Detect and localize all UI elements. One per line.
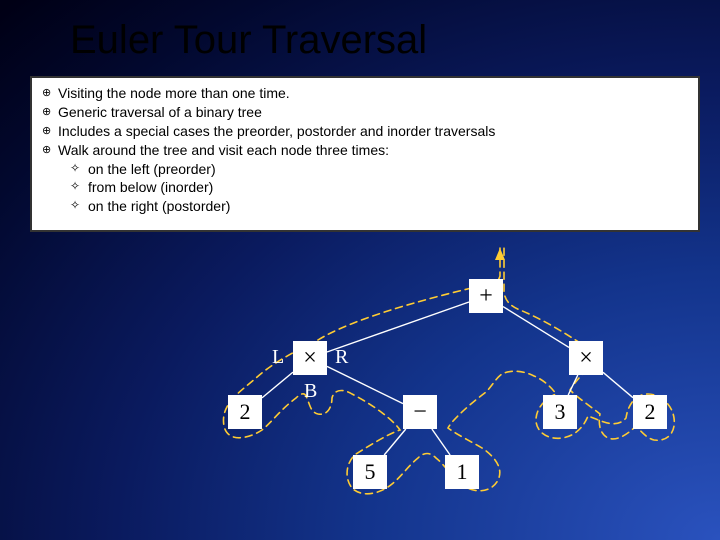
tree-edge — [568, 375, 578, 395]
visit-label-b: B — [304, 380, 317, 403]
slide: Euler Tour Traversal ⊕ Visiting the node… — [0, 0, 720, 540]
tree-edge — [327, 366, 403, 403]
visit-label-r: R — [335, 346, 348, 369]
tree-node-n5: 5 — [353, 455, 387, 489]
tree-node-mul_r: × — [569, 341, 603, 375]
visit-label-l: L — [272, 346, 284, 369]
tree-edge — [327, 302, 469, 352]
tree-node-n3: 3 — [543, 395, 577, 429]
tree-edge — [603, 372, 633, 397]
tree-node-n1: 1 — [445, 455, 479, 489]
tree-edge — [384, 429, 406, 455]
tree-node-plus: + — [469, 279, 503, 313]
tree-node-minus: − — [403, 395, 437, 429]
tree-edge — [503, 307, 569, 348]
tree-diagram: + × × 2 − 3 2 5 1 LBR — [0, 0, 720, 540]
tree-node-n2b: 2 — [633, 395, 667, 429]
tree-edge — [432, 429, 450, 455]
tree-node-n2a: 2 — [228, 395, 262, 429]
tree-edge — [262, 372, 293, 398]
tree-node-mul_l: × — [293, 341, 327, 375]
